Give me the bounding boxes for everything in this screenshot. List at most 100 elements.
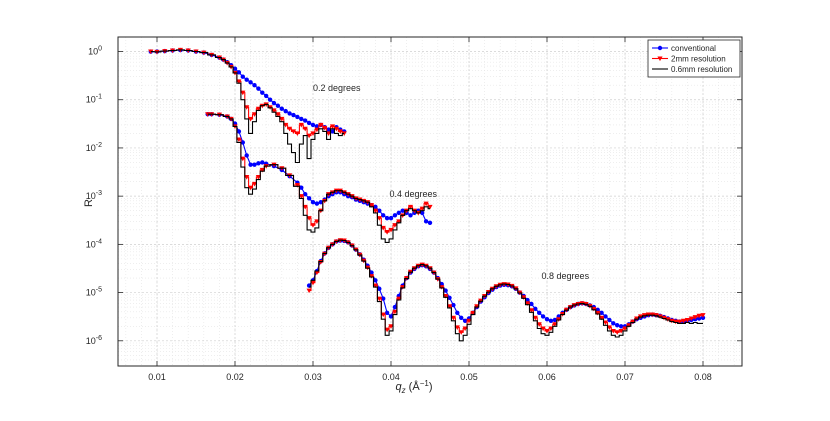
data-point-2mm-resolution bbox=[306, 216, 312, 221]
data-point-2mm-resolution bbox=[314, 270, 320, 276]
data-point-2mm-resolution bbox=[446, 304, 453, 309]
x-axis-label: qz (Å−1) bbox=[396, 379, 433, 395]
data-point-2mm-resolution bbox=[255, 106, 261, 112]
data-point-conventional bbox=[248, 80, 253, 85]
data-point-conventional bbox=[314, 124, 320, 129]
data-point-conventional bbox=[240, 74, 245, 79]
data-point-2mm-resolution bbox=[236, 79, 242, 84]
data-point-2mm-resolution bbox=[602, 320, 609, 326]
y-tick-label: 100 bbox=[88, 46, 102, 57]
y-tick-label: 10-2 bbox=[86, 142, 102, 153]
data-point-2mm-resolution bbox=[376, 296, 382, 302]
data-point-conventional bbox=[544, 317, 550, 322]
y-tick-label: 10-5 bbox=[86, 287, 102, 298]
data-point-2mm-resolution bbox=[302, 204, 308, 210]
data-point-conventional bbox=[525, 297, 530, 303]
data-point-2mm-resolution bbox=[372, 283, 378, 289]
data-point-2mm-resolution bbox=[591, 306, 597, 312]
data-point-2mm-resolution bbox=[595, 310, 601, 316]
data-point-conventional bbox=[306, 120, 312, 126]
data-point-2mm-resolution bbox=[271, 108, 277, 114]
data-point-conventional bbox=[552, 317, 557, 323]
y-tick-label-base: 10 bbox=[86, 239, 96, 249]
data-point-conventional bbox=[607, 317, 612, 323]
series-group bbox=[148, 47, 347, 164]
data-point-2mm-resolution bbox=[384, 327, 390, 333]
annotations-layer: 0.2 degrees 0.4 degrees 0.8 degrees bbox=[313, 83, 590, 281]
data-point-2mm-resolution bbox=[614, 330, 620, 335]
data-point-conventional bbox=[373, 278, 378, 283]
data-point-conventional bbox=[384, 215, 390, 221]
data-point-2mm-resolution bbox=[298, 122, 304, 128]
data-point-conventional bbox=[306, 196, 312, 201]
data-point-conventional bbox=[459, 315, 464, 320]
data-point-conventional bbox=[369, 270, 374, 275]
data-point-2mm-resolution bbox=[626, 323, 632, 328]
data-point-2mm-resolution bbox=[606, 325, 612, 330]
y-tick-label-exponent: 0 bbox=[98, 46, 102, 53]
data-point-conventional bbox=[299, 116, 304, 122]
data-point-conventional bbox=[373, 204, 378, 210]
axis-ticks: 0.01 0.02 0.03 0.04 0.05 0.06 0.07 0.0810010-11… bbox=[86, 37, 742, 382]
y-tick-label-exponent: -5 bbox=[96, 287, 102, 294]
data-point-2mm-resolution bbox=[673, 319, 679, 325]
data-point-2mm-resolution bbox=[540, 326, 546, 332]
data-point-2mm-resolution bbox=[684, 317, 690, 323]
data-point-conventional bbox=[548, 318, 554, 323]
data-point-2mm-resolution bbox=[392, 223, 398, 228]
data-point-2mm-resolution bbox=[610, 328, 616, 334]
data-point-2mm-resolution bbox=[692, 315, 698, 320]
data-point-2mm-resolution bbox=[294, 131, 300, 137]
data-point-2mm-resolution bbox=[618, 328, 624, 334]
data-point-2mm-resolution bbox=[419, 206, 425, 212]
data-point-conventional bbox=[303, 118, 308, 123]
data-point-2mm-resolution bbox=[310, 280, 316, 286]
data-point-conventional bbox=[396, 210, 401, 216]
data-point-conventional bbox=[310, 199, 316, 205]
data-point-2mm-resolution bbox=[244, 174, 250, 180]
data-point-2mm-resolution bbox=[251, 181, 258, 187]
series-group bbox=[205, 112, 433, 243]
data-point-2mm-resolution bbox=[318, 122, 324, 128]
data-point-2mm-resolution bbox=[310, 223, 316, 228]
x-axis-label-unit-exp: −1 bbox=[420, 379, 430, 388]
data-point-conventional bbox=[271, 100, 277, 106]
data-point-conventional bbox=[420, 210, 425, 216]
data-point-conventional bbox=[540, 314, 546, 319]
data-point-conventional bbox=[533, 306, 538, 312]
data-point-2mm-resolution bbox=[688, 316, 694, 322]
data-point-conventional bbox=[236, 129, 242, 134]
y-tick-label-exponent: -2 bbox=[96, 142, 102, 149]
y-tick-label-exponent: -1 bbox=[96, 94, 102, 101]
y-tick-label-exponent: -3 bbox=[96, 190, 102, 197]
data-point-conventional bbox=[264, 93, 269, 99]
legend-marker-conventional bbox=[657, 45, 663, 51]
data-point-2mm-resolution bbox=[450, 315, 456, 321]
y-tick-label-base: 10 bbox=[86, 336, 96, 346]
data-point-2mm-resolution bbox=[630, 319, 636, 325]
data-point-conventional bbox=[260, 160, 265, 165]
y-tick-label: 10-4 bbox=[86, 238, 102, 249]
data-point-2mm-resolution bbox=[536, 322, 542, 327]
x-tick-label: 0.03 bbox=[304, 372, 322, 382]
data-point-2mm-resolution bbox=[372, 208, 378, 214]
legend-label-conventional: conventional bbox=[671, 44, 716, 53]
data-point-2mm-resolution bbox=[396, 296, 402, 302]
data-point-conventional bbox=[244, 153, 249, 158]
data-point-conventional bbox=[287, 111, 292, 116]
annotation-label: 0.4 degrees bbox=[389, 189, 437, 199]
data-point-2mm-resolution bbox=[380, 225, 386, 231]
data-point-conventional bbox=[256, 86, 261, 91]
x-axis-label-unit: (Å bbox=[406, 380, 421, 393]
data-point-conventional bbox=[310, 122, 316, 128]
data-point-conventional bbox=[408, 213, 413, 218]
data-point-2mm-resolution bbox=[368, 203, 375, 208]
x-tick-label: 0.01 bbox=[148, 372, 166, 382]
series-group bbox=[306, 238, 706, 342]
data-point-2mm-resolution bbox=[337, 129, 343, 135]
data-point-conventional bbox=[388, 314, 394, 319]
data-point-conventional bbox=[299, 185, 304, 190]
